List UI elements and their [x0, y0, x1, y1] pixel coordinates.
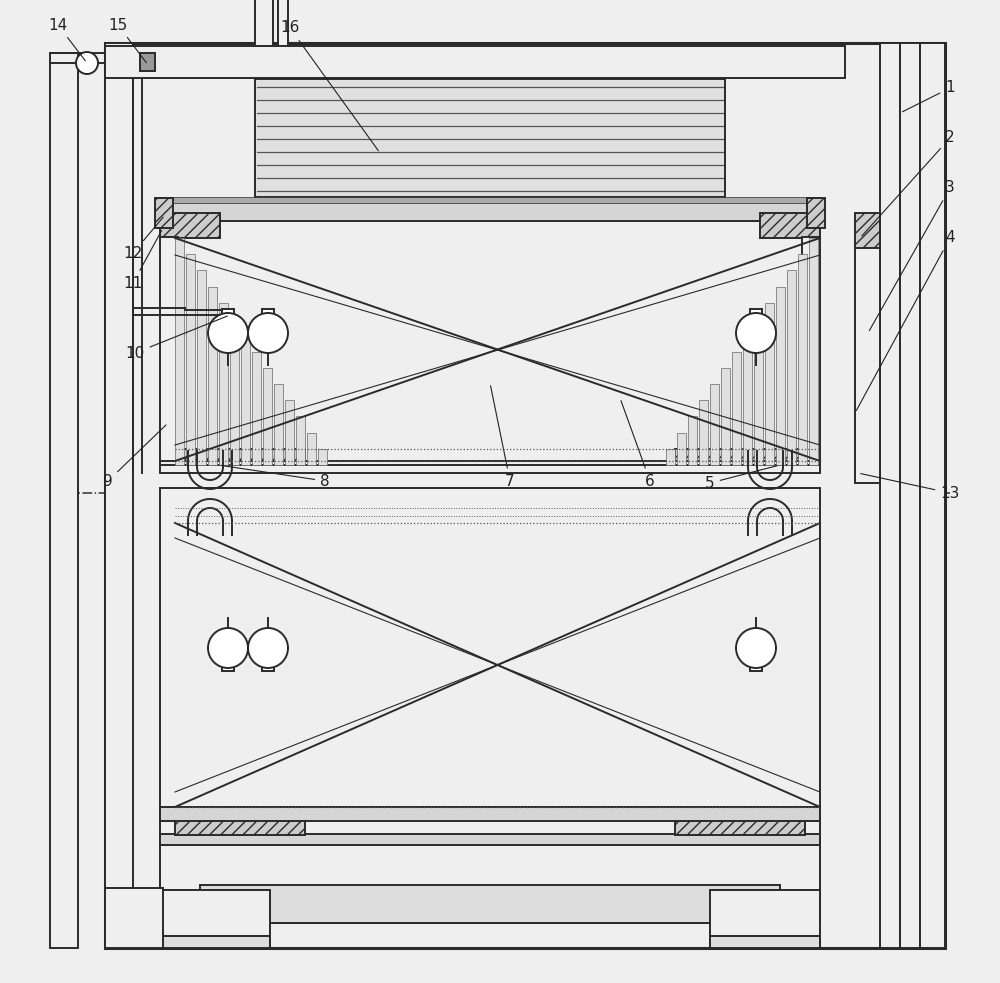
- Text: 10: 10: [125, 316, 227, 361]
- Bar: [688, 417, 697, 465]
- Bar: [105, 888, 163, 948]
- Text: 13: 13: [861, 474, 960, 500]
- Bar: [855, 243, 880, 483]
- Text: 16: 16: [280, 21, 378, 150]
- Text: 6: 6: [621, 401, 655, 489]
- Bar: [318, 449, 327, 465]
- Bar: [160, 213, 220, 238]
- Bar: [285, 400, 294, 465]
- Bar: [710, 890, 820, 948]
- Bar: [222, 657, 234, 671]
- Bar: [197, 270, 206, 465]
- Bar: [175, 449, 305, 465]
- Bar: [732, 352, 741, 465]
- Text: 11: 11: [123, 230, 162, 291]
- Circle shape: [248, 628, 288, 668]
- Bar: [855, 213, 880, 248]
- Bar: [807, 198, 825, 228]
- Bar: [186, 255, 195, 465]
- Bar: [750, 657, 762, 671]
- Bar: [675, 449, 805, 465]
- Text: 5: 5: [705, 466, 777, 491]
- Bar: [175, 238, 184, 465]
- Bar: [222, 309, 234, 323]
- Circle shape: [736, 313, 776, 353]
- Text: 3: 3: [869, 181, 955, 330]
- Bar: [160, 201, 820, 221]
- Bar: [262, 309, 274, 323]
- Bar: [808, 213, 820, 221]
- Bar: [677, 433, 686, 465]
- Bar: [776, 287, 785, 465]
- Bar: [699, 400, 708, 465]
- Bar: [160, 936, 270, 948]
- Bar: [50, 53, 78, 948]
- Bar: [175, 819, 305, 835]
- Bar: [105, 43, 133, 948]
- Text: 12: 12: [123, 217, 163, 260]
- Bar: [880, 43, 900, 948]
- Bar: [200, 885, 780, 923]
- Bar: [278, 0, 288, 78]
- Text: 4: 4: [856, 230, 955, 411]
- Bar: [160, 890, 270, 948]
- Text: 9: 9: [103, 425, 166, 489]
- Bar: [160, 461, 820, 473]
- Bar: [160, 807, 820, 821]
- Bar: [296, 417, 305, 465]
- Bar: [743, 335, 752, 465]
- Bar: [263, 368, 272, 465]
- Bar: [140, 53, 155, 71]
- Bar: [262, 657, 274, 671]
- Bar: [721, 368, 730, 465]
- Bar: [241, 335, 250, 465]
- Bar: [160, 197, 820, 203]
- Bar: [754, 319, 763, 465]
- Circle shape: [208, 628, 248, 668]
- Bar: [160, 845, 820, 923]
- Bar: [105, 46, 845, 78]
- Text: 15: 15: [108, 18, 146, 63]
- Text: 2: 2: [862, 131, 955, 236]
- Bar: [230, 319, 239, 465]
- Bar: [798, 255, 807, 465]
- Bar: [105, 43, 945, 948]
- Bar: [710, 384, 719, 465]
- Bar: [802, 237, 820, 465]
- Bar: [787, 270, 796, 465]
- Circle shape: [736, 628, 776, 668]
- Bar: [274, 384, 283, 465]
- Bar: [765, 303, 774, 465]
- Bar: [219, 303, 228, 465]
- Text: 14: 14: [48, 18, 85, 61]
- Text: 8: 8: [221, 465, 330, 489]
- Bar: [208, 287, 217, 465]
- Bar: [155, 198, 173, 228]
- Bar: [160, 237, 178, 465]
- Bar: [160, 213, 172, 221]
- Bar: [252, 352, 261, 465]
- Circle shape: [76, 52, 98, 74]
- Bar: [900, 43, 920, 948]
- Circle shape: [208, 313, 248, 353]
- Bar: [255, 73, 725, 203]
- Bar: [760, 213, 820, 238]
- Bar: [666, 449, 675, 465]
- Bar: [255, 0, 273, 78]
- Bar: [750, 309, 762, 323]
- Bar: [307, 433, 316, 465]
- Bar: [710, 936, 820, 948]
- Circle shape: [248, 313, 288, 353]
- Bar: [809, 238, 818, 465]
- Text: 1: 1: [902, 81, 955, 112]
- Bar: [675, 819, 805, 835]
- Bar: [920, 43, 945, 948]
- Bar: [160, 488, 820, 848]
- Text: 7: 7: [491, 385, 515, 489]
- Bar: [160, 834, 820, 848]
